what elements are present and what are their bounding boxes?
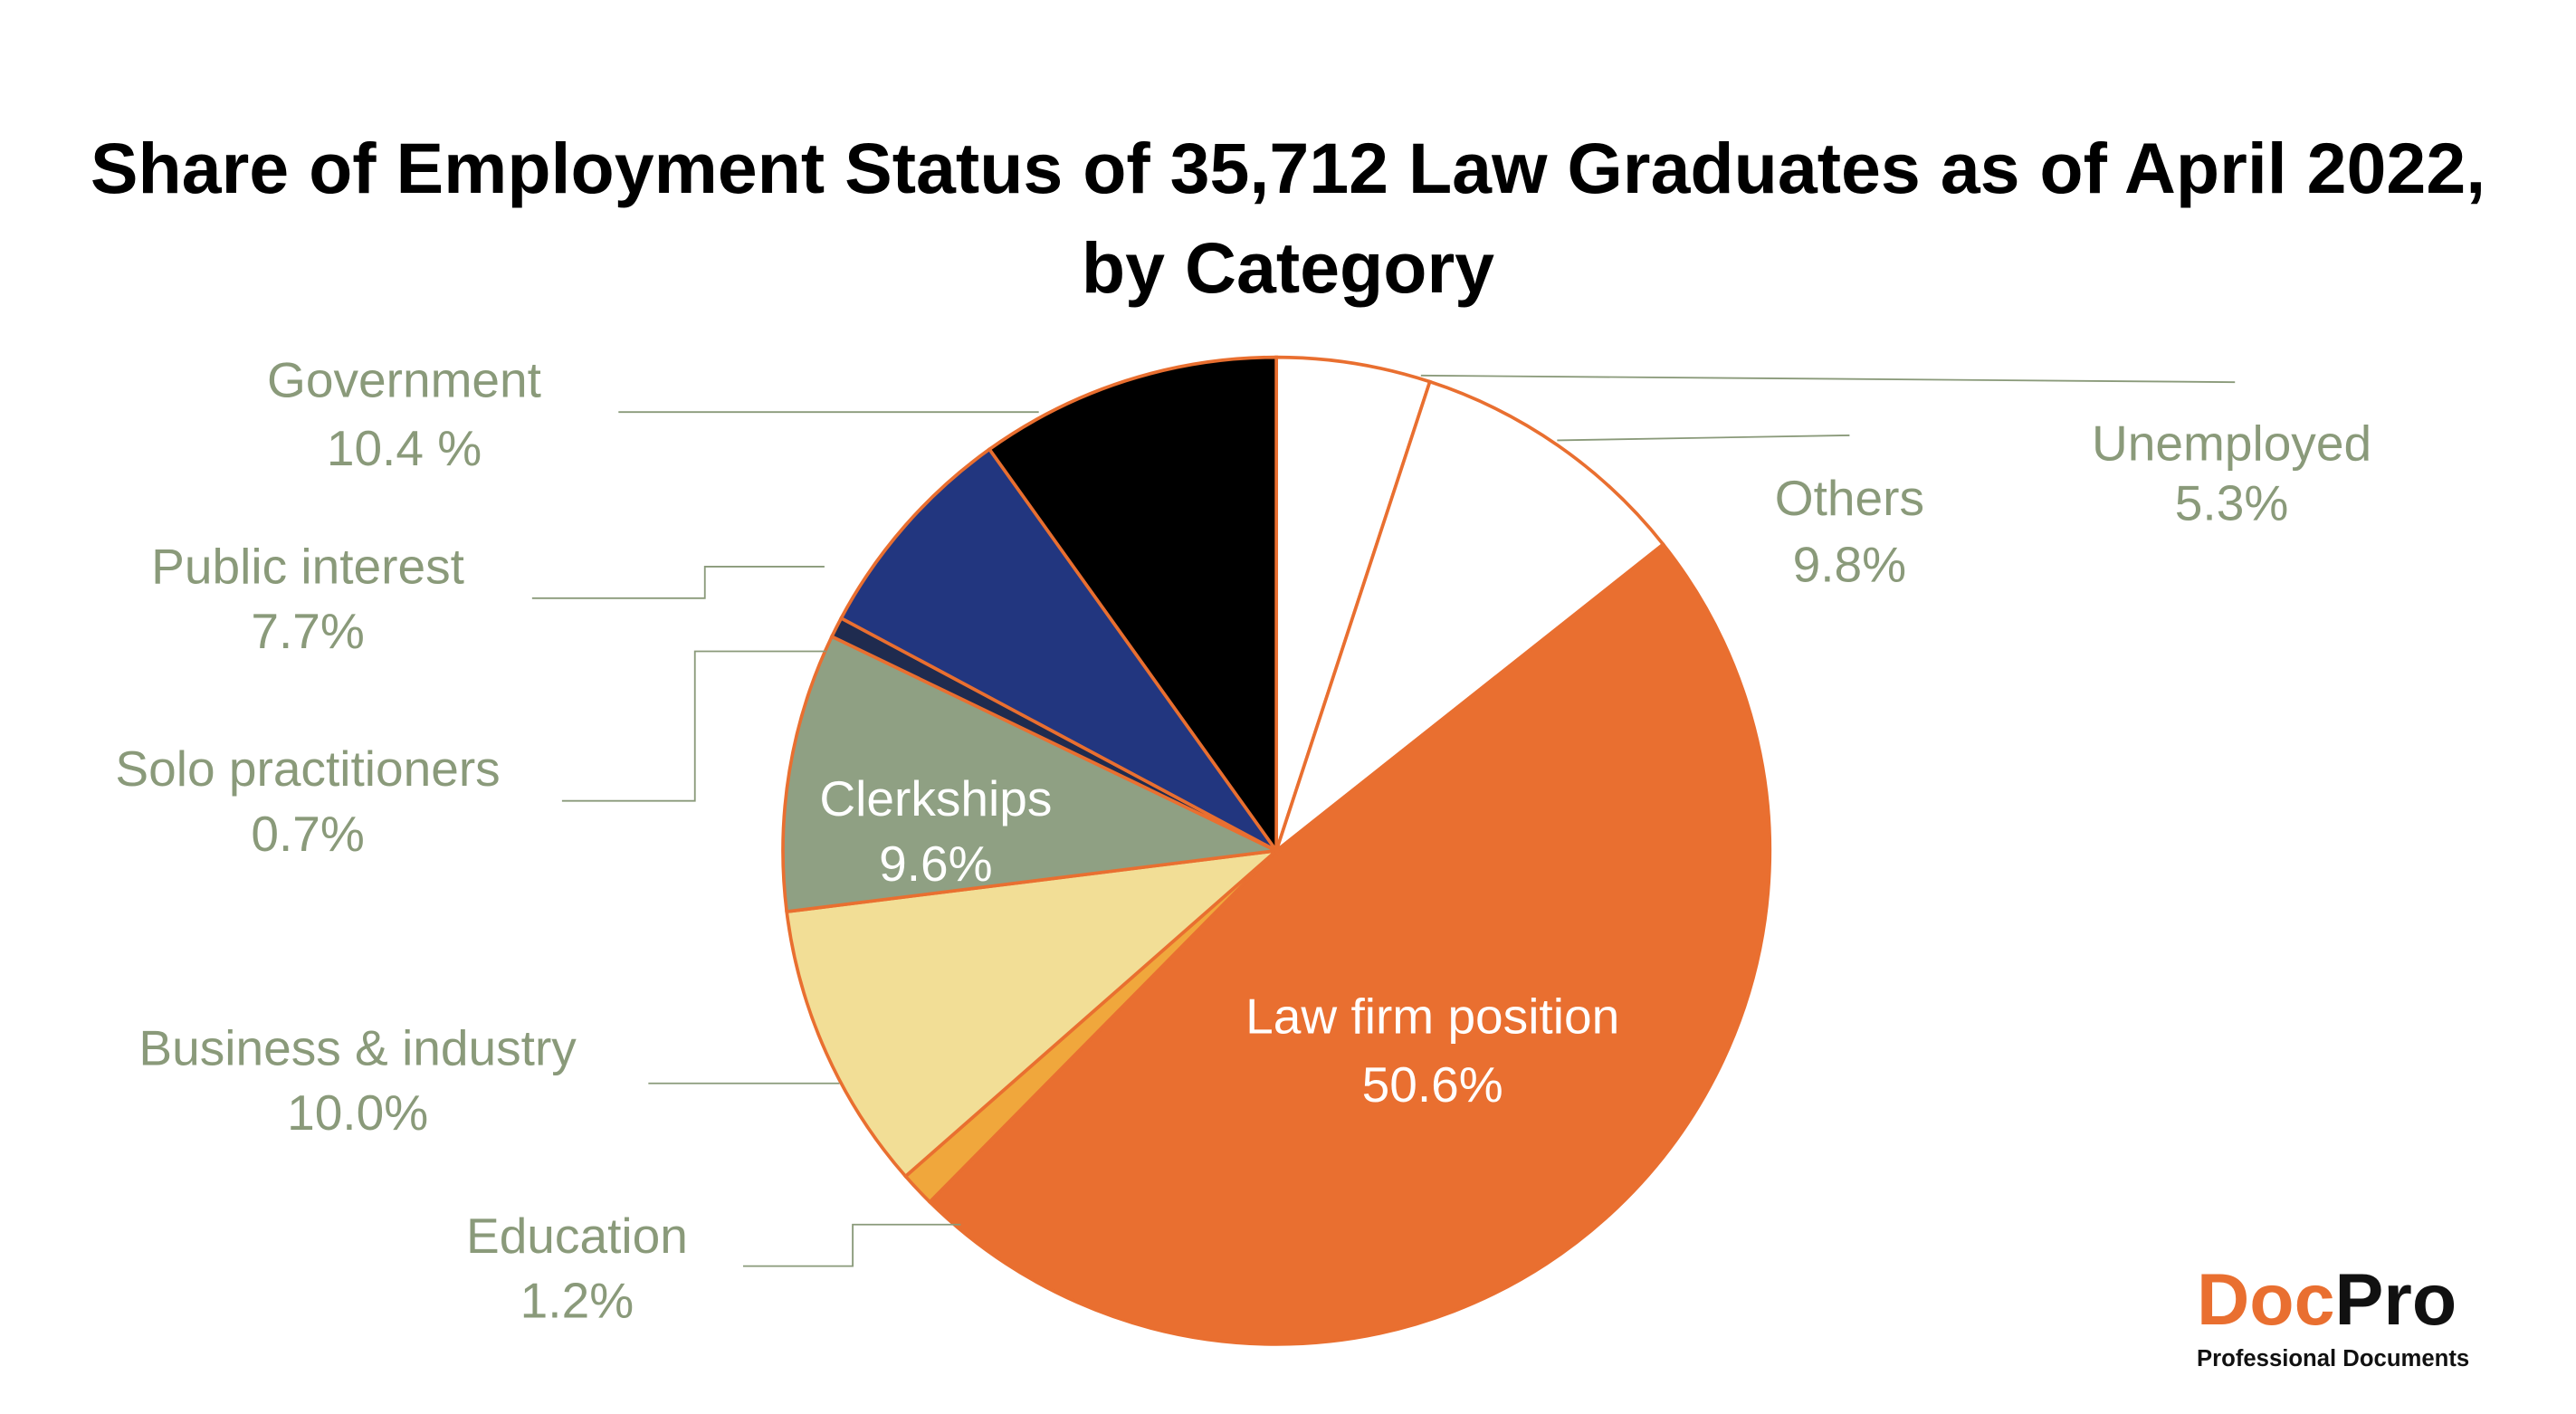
logo-text: DocPro bbox=[2197, 1259, 2457, 1341]
category-label: Business & industry bbox=[138, 1020, 577, 1076]
pie-slice bbox=[1274, 355, 1433, 852]
slice-label: Solo practitioners 0.7% bbox=[115, 740, 500, 862]
pie-slice bbox=[1273, 379, 1666, 855]
pie-slice bbox=[785, 848, 1282, 1180]
value-label: 0.7% bbox=[251, 806, 364, 862]
slice-label: Government 10.4 % bbox=[267, 352, 541, 476]
value-label: 7.7% bbox=[251, 603, 364, 659]
category-label: Public interest bbox=[151, 538, 464, 594]
pie-slice bbox=[838, 446, 1278, 853]
slice-label: Others 9.8% bbox=[1775, 470, 1924, 592]
slice-label: Clerkships 9.6% bbox=[819, 770, 1052, 892]
leader-line bbox=[531, 565, 825, 599]
category-label: Solo practitioners bbox=[115, 740, 500, 797]
value-label: 10.0% bbox=[287, 1084, 428, 1141]
logo-part2: Pro bbox=[2335, 1259, 2457, 1341]
logo-part1: Doc bbox=[2197, 1259, 2335, 1341]
category-label: Unemployed bbox=[2092, 415, 2371, 471]
logo-tagline: Professional Documents bbox=[2197, 1346, 2469, 1371]
value-label: 5.3% bbox=[2175, 475, 2288, 531]
slice-label: Public interest 7.7% bbox=[151, 538, 464, 659]
value-label: 1.2% bbox=[520, 1273, 634, 1329]
value-label: 9.6% bbox=[879, 836, 992, 892]
category-label: Others bbox=[1775, 470, 1924, 526]
slice-label: Law firm position 50.6% bbox=[1245, 989, 1619, 1113]
leader-line bbox=[742, 1223, 961, 1267]
slice-label: Education 1.2% bbox=[466, 1208, 688, 1329]
pie-slice bbox=[927, 541, 1772, 1346]
title-box: Share of Employment Status of 35,712 Law… bbox=[90, 129, 2486, 310]
pie-slice bbox=[987, 355, 1278, 856]
value-label: 9.8% bbox=[1793, 536, 1906, 592]
slice-label: Unemployed 5.3% bbox=[2092, 415, 2371, 530]
category-label: Government bbox=[267, 352, 541, 408]
leader-line bbox=[1420, 374, 2236, 384]
value-label: 50.6% bbox=[1362, 1056, 1503, 1113]
pie-slice bbox=[781, 634, 1283, 914]
slice-label: Business & industry 10.0% bbox=[138, 1020, 577, 1142]
leader-line bbox=[561, 650, 826, 802]
logo: DocPro Professional Documents bbox=[2197, 1259, 2469, 1371]
category-label: Clerkships bbox=[819, 770, 1052, 826]
leader-line bbox=[1557, 434, 1850, 442]
category-label: Education bbox=[466, 1208, 688, 1264]
chart-title: Share of Employment Status of 35,712 Law… bbox=[90, 129, 2486, 310]
value-label: 10.4 % bbox=[327, 420, 482, 476]
category-label: Law firm position bbox=[1245, 989, 1619, 1045]
